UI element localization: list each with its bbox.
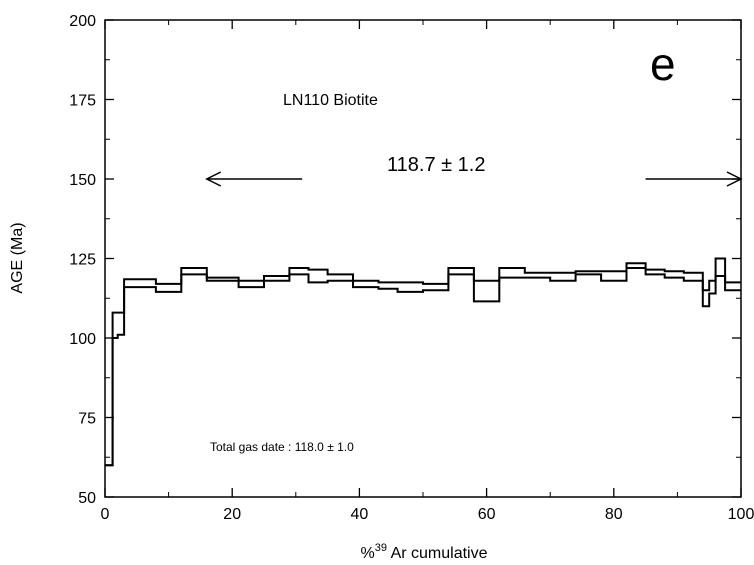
spectrum-step-line-1	[105, 267, 741, 467]
plot-frame	[104, 19, 742, 498]
x-tick-label-4: 80	[605, 506, 623, 523]
panel-label: e	[650, 38, 676, 90]
y-tick-label-4: 150	[69, 172, 96, 189]
y-tick-label-1: 75	[78, 411, 96, 428]
plot-area	[104, 19, 742, 498]
plateau-arrow-right	[645, 171, 743, 187]
x-tick-label-5: 100	[728, 506, 754, 523]
y-tick-label-6: 200	[69, 13, 96, 30]
plateau-age-label: 118.7 ± 1.2	[387, 154, 485, 176]
y-tick-label-3: 125	[69, 252, 96, 269]
x-axis-label-percent: %	[361, 545, 375, 562]
x-axis-label-isotope: 39	[375, 542, 387, 554]
y-tick-label-2: 100	[69, 331, 96, 348]
x-tick-label-2: 40	[351, 506, 369, 523]
x-tick-label-1: 20	[223, 506, 241, 523]
y-tick-label-0: 50	[78, 490, 96, 507]
spectrum-step-line-0	[105, 257, 741, 467]
plateau-arrow-left	[205, 171, 303, 187]
y-tick-label-5: 175	[69, 93, 96, 110]
y-axis-label: AGE (Ma)	[9, 222, 26, 293]
total-gas-date-label: Total gas date : 118.0 ± 1.0	[210, 440, 354, 454]
sample-label: LN110 Biotite	[283, 92, 378, 109]
spectrum-series	[105, 257, 741, 467]
x-tick-label-0: 0	[101, 506, 110, 523]
plateau-arrows	[205, 171, 743, 187]
x-axis-label-text: Ar cumulative	[387, 545, 488, 562]
x-axis-label: %39 Ar cumulative	[361, 542, 488, 562]
axis-ticks: 0 20 40 60 80 100 50 75 100 125 150 175 200	[69, 13, 754, 523]
x-tick-label-3: 60	[478, 506, 496, 523]
